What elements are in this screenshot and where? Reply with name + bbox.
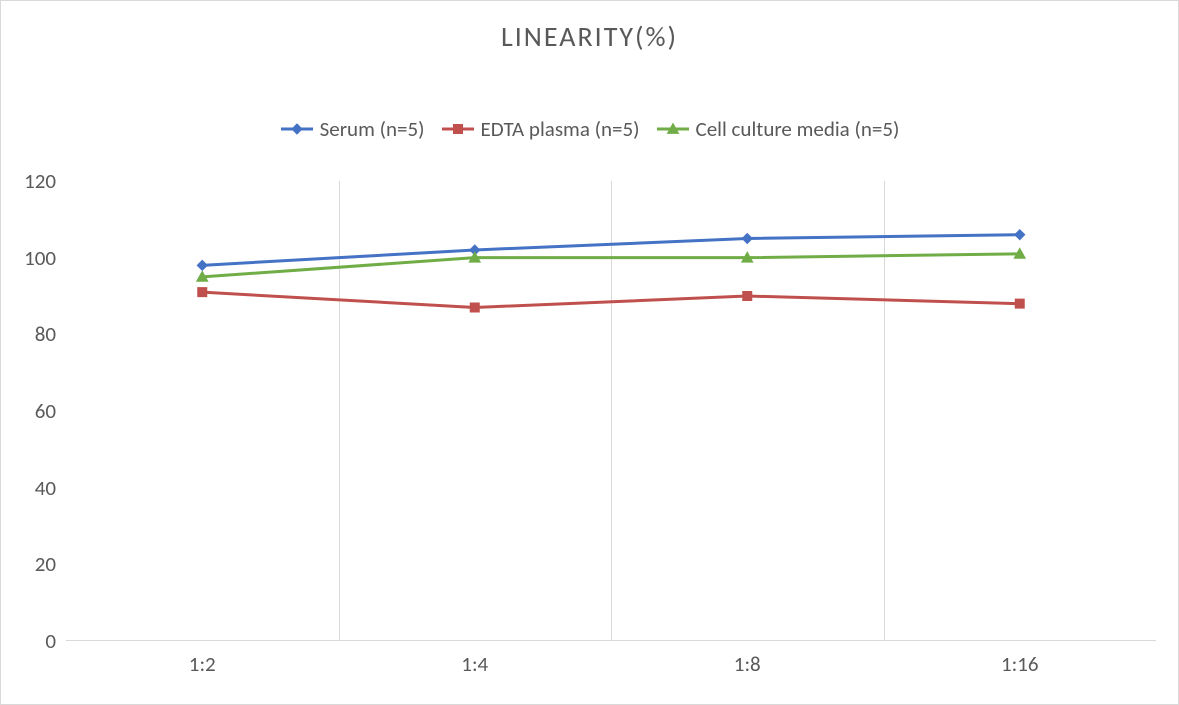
legend-item: Cell culture media (n=5) <box>656 116 900 142</box>
series-marker <box>742 234 752 244</box>
y-tick-label: 0 <box>45 628 66 654</box>
chart-title: LINEARITY(%) <box>1 19 1178 54</box>
legend-label: Cell culture media (n=5) <box>696 116 900 142</box>
series-svg <box>66 181 1156 641</box>
series-marker <box>1015 230 1025 240</box>
y-tick-label: 80 <box>35 321 66 347</box>
legend-label: Serum (n=5) <box>320 116 425 142</box>
legend-item: EDTA plasma (n=5) <box>441 116 640 142</box>
series-marker <box>1015 299 1024 308</box>
legend-marker-icon <box>441 122 475 136</box>
plot-area: 0204060801001201:21:41:81:16 <box>66 181 1156 641</box>
series-line <box>202 235 1020 266</box>
legend-marker-icon <box>280 122 314 136</box>
series-marker <box>470 303 479 312</box>
x-tick-label: 1:8 <box>734 641 761 677</box>
series-line <box>202 292 1020 307</box>
legend-item: Serum (n=5) <box>280 116 425 142</box>
y-tick-label: 100 <box>24 245 66 271</box>
y-tick-label: 20 <box>35 551 66 577</box>
linearity-chart: LINEARITY(%) Serum (n=5) EDTA plasma (n=5… <box>0 0 1179 705</box>
series-marker <box>197 260 207 270</box>
y-tick-label: 60 <box>35 398 66 424</box>
series-marker <box>743 292 752 301</box>
x-tick-label: 1:2 <box>189 641 216 677</box>
x-tick-label: 1:16 <box>1001 641 1039 677</box>
legend-marker-icon <box>656 122 690 136</box>
series-marker <box>198 288 207 297</box>
legend-label: EDTA plasma (n=5) <box>481 116 640 142</box>
chart-legend: Serum (n=5) EDTA plasma (n=5) Cell culture… <box>1 116 1178 142</box>
y-tick-label: 40 <box>35 475 66 501</box>
y-tick-label: 120 <box>24 168 66 194</box>
x-tick-label: 1:4 <box>461 641 488 677</box>
